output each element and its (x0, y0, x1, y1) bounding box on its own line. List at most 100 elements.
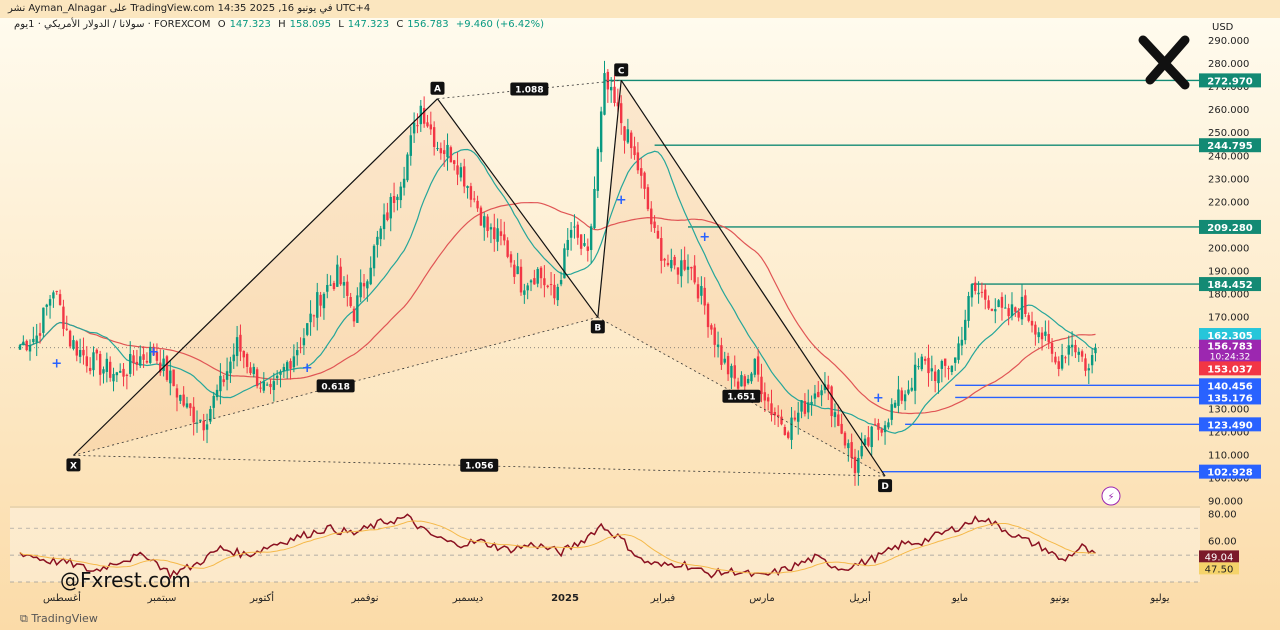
candle-body (48, 299, 52, 306)
support-price-label: 102.928 (1207, 468, 1253, 479)
y-tick-label: 100.000 (1208, 473, 1249, 484)
candle-body (55, 290, 58, 292)
rsi-value-tag (1199, 550, 1239, 563)
y-tick-label: 90.000 (1208, 496, 1243, 507)
candle-body (412, 122, 416, 134)
candle-body (98, 354, 102, 375)
candle-body (1037, 332, 1040, 338)
candle-body (670, 260, 673, 269)
candle-body (22, 341, 25, 346)
candle-body (1010, 304, 1014, 317)
x-tick-label: أبريل (849, 591, 871, 604)
candle-body (569, 229, 573, 238)
alert-lightning-icon (1101, 486, 1121, 506)
candle-body (346, 281, 349, 296)
candle-body (776, 414, 780, 417)
brand-logo-icon (1138, 35, 1190, 90)
candle-body (125, 374, 129, 376)
candle-body (1014, 307, 1017, 312)
candle-body (372, 245, 376, 269)
close-label: C (396, 19, 404, 30)
candle-body (473, 198, 476, 200)
x-tick-label: فبراير (650, 593, 676, 604)
candle-body (539, 267, 543, 279)
candle-body (646, 187, 650, 210)
candle-body (229, 361, 232, 374)
candle-body (105, 358, 109, 372)
candle-body (312, 315, 316, 317)
candle-body (1000, 296, 1004, 308)
candle-body (326, 284, 329, 292)
candle-body (817, 391, 820, 398)
ratio-label: 1.056 (465, 462, 493, 472)
candle-body (339, 266, 342, 285)
candle-body (633, 146, 636, 156)
symbol-label[interactable]: سولانا / الدولار الأمريكي · 1يوم · FOREX… (14, 19, 211, 30)
candle-body (72, 340, 75, 349)
cross-marker: + (302, 361, 313, 376)
candle-body (1040, 332, 1044, 340)
candle-body (716, 344, 720, 347)
candle-body (102, 369, 105, 374)
candle-body (282, 367, 286, 372)
candle-body (362, 283, 366, 287)
candle-body (422, 107, 426, 124)
candle-body (586, 246, 589, 251)
low-label: L (338, 19, 344, 30)
candle-body (563, 248, 566, 279)
candle-body (332, 283, 336, 290)
candle-body (1050, 343, 1054, 354)
candle-body (620, 103, 623, 124)
candle-body (636, 152, 640, 171)
candle-body (800, 400, 803, 412)
candle-body (960, 339, 964, 346)
pattern-point-label: A (434, 85, 441, 95)
candle-body (566, 239, 569, 250)
pattern-point-label: C (618, 66, 625, 76)
alert-lightning-glyph: ⚡ (1107, 492, 1114, 503)
candle-body (416, 125, 419, 127)
tradingview-logo[interactable]: ⧉ TradingView (20, 612, 98, 626)
candle-body (212, 395, 215, 408)
candle-body (319, 294, 322, 306)
candle-body (763, 392, 767, 401)
candle-body (185, 403, 189, 408)
candle-body (369, 267, 372, 285)
ratio-badge (510, 82, 549, 96)
candle-body (720, 345, 723, 365)
candle-body (807, 402, 810, 413)
candle-body (726, 356, 730, 375)
candle-body (843, 432, 847, 446)
candle-body (1090, 355, 1094, 366)
candle-body (165, 356, 169, 380)
candle-body (573, 226, 576, 228)
rsi-line (19, 513, 1096, 580)
candle-body (706, 303, 710, 328)
candle-body (442, 150, 446, 155)
candle-body (399, 186, 402, 201)
candle-body (406, 154, 409, 181)
pattern-point-badge (878, 479, 893, 493)
candle-body (903, 394, 907, 402)
candle-body (255, 369, 259, 387)
candle-body (28, 345, 32, 352)
candle-body (977, 292, 980, 295)
candle-body (917, 366, 920, 368)
ratio-badge (722, 389, 761, 403)
candle-body (402, 178, 406, 188)
candle-body (683, 259, 686, 270)
pattern-point-badge (590, 320, 605, 334)
candle-body (129, 354, 132, 374)
open-label: O (217, 19, 226, 30)
candle-body (205, 424, 209, 430)
candle-body (984, 289, 987, 300)
rsi-ma-value-label: 47.50 (1205, 564, 1234, 575)
currency-label[interactable]: USD (1212, 22, 1234, 33)
candle-body (463, 166, 466, 187)
candle-body (923, 358, 927, 361)
candle-body (366, 281, 369, 289)
candle-body (35, 335, 38, 343)
candle-body (209, 409, 212, 422)
resistance-price-tag (1199, 73, 1261, 88)
